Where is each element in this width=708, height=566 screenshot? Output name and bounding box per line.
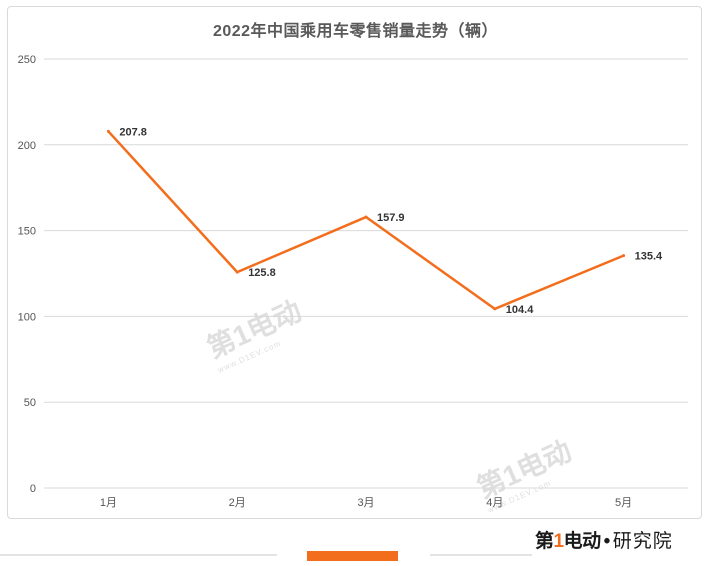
series-line-0 bbox=[107, 130, 625, 311]
y-tick-label-1: 50 bbox=[24, 397, 36, 409]
x-tick-label-4: 5月 bbox=[615, 497, 632, 509]
data-label-3: 104.4 bbox=[506, 304, 534, 316]
x-tick-label-1: 2月 bbox=[229, 497, 246, 509]
x-tick-label-0: 1月 bbox=[100, 497, 117, 509]
data-label-1: 125.8 bbox=[248, 267, 276, 279]
data-label-0: 207.8 bbox=[119, 126, 147, 138]
logo-one: 1 bbox=[553, 531, 565, 552]
logo-dot: • bbox=[603, 531, 611, 552]
data-point-0 bbox=[106, 129, 110, 133]
x-tick-label-2: 3月 bbox=[357, 497, 374, 509]
data-point-2 bbox=[364, 215, 368, 219]
brand-logo: 第1电动 • 研究院 bbox=[535, 526, 705, 554]
y-tick-label-3: 150 bbox=[18, 226, 36, 238]
chart-title: 2022年中国乘用车零售销量走势（辆） bbox=[212, 23, 499, 40]
y-tick-label-4: 200 bbox=[18, 140, 36, 152]
footer-line-right bbox=[430, 554, 532, 556]
y-tick-label-0: 0 bbox=[30, 483, 36, 495]
y-tick-label-5: 250 bbox=[18, 54, 36, 66]
x-tick-label-3: 4月 bbox=[486, 497, 503, 509]
logo-sub: 研究院 bbox=[612, 531, 673, 552]
data-label-2: 157.9 bbox=[377, 212, 405, 224]
data-point-4 bbox=[622, 254, 626, 258]
data-label-4: 135.4 bbox=[635, 251, 663, 263]
chart-card: 2022年中国乘用车零售销量走势（辆） bbox=[7, 6, 702, 519]
y-tick-label-2: 100 bbox=[18, 311, 36, 323]
footer-line-left bbox=[0, 554, 277, 556]
data-point-3 bbox=[493, 307, 497, 311]
logo-rest: 电动 bbox=[563, 531, 602, 552]
logo-main: 第 bbox=[535, 531, 554, 552]
data-point-1 bbox=[235, 270, 239, 274]
footer-accent-bar bbox=[307, 551, 398, 561]
